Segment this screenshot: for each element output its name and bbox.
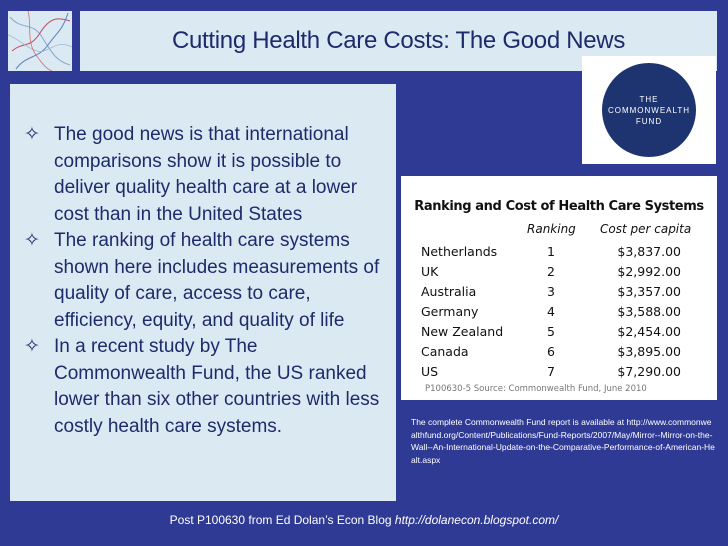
bullet-text: In a recent study by The Commonwealth Fu… (54, 336, 380, 437)
report-note: The complete Commonwealth Fund report is… (411, 417, 715, 465)
bullet-panel: ✧ The good news is that international com… (10, 84, 396, 501)
column-header-ranking: Ranking (527, 222, 576, 236)
footer-text: Post P100630 from Ed Dolan’s Econ Blog (169, 513, 395, 527)
four-point-star-icon: ✧ (24, 336, 40, 357)
cost-cell: $3,837.00 (617, 244, 681, 259)
four-point-star-icon: ✧ (24, 124, 40, 145)
bullet-list: ✧ The good news is that international com… (18, 122, 388, 440)
table-row: US 7 $7,290.00 (401, 364, 717, 384)
bullet-item: ✧ The ranking of health care systems show… (18, 228, 388, 334)
cost-cell: $3,588.00 (617, 304, 681, 319)
rank-cell: 5 (547, 324, 555, 339)
country-cell: New Zealand (421, 324, 504, 339)
footer-link[interactable]: http://dolanecon.blogspot.com/ (394, 513, 559, 527)
cost-cell: $2,454.00 (617, 324, 681, 339)
commonwealth-fund-logo: THE COMMONWEALTH FUND (582, 56, 716, 164)
decorative-lines-icon (8, 11, 72, 71)
rank-cell: 3 (547, 284, 555, 299)
cost-cell: $2,992.00 (617, 264, 681, 279)
cost-cell: $7,290.00 (617, 364, 681, 379)
rank-cell: 1 (547, 244, 555, 259)
slide-title: Cutting Health Care Costs: The Good News (171, 27, 626, 54)
logo-line: FUND (635, 116, 663, 126)
table-row: Australia 3 $3,357.00 (401, 284, 717, 304)
country-cell: Canada (421, 344, 469, 359)
country-cell: US (421, 364, 439, 379)
column-header-cost: Cost per capita (600, 222, 692, 236)
table-row: Canada 6 $3,895.00 (401, 344, 717, 364)
bullet-text: The ranking of health care systems shown… (54, 230, 380, 331)
logo-circle: THE COMMONWEALTH FUND (602, 63, 696, 157)
title-bar: Cutting Health Care Costs: The Good News (80, 11, 717, 71)
bullet-item: ✧ The good news is that international com… (18, 122, 388, 228)
rank-cell: 4 (547, 304, 555, 319)
footer: Post P100630 from Ed Dolan’s Econ Blog h… (0, 513, 728, 527)
ranking-table: Ranking and Cost of Health Care Systems … (401, 176, 717, 400)
cost-cell: $3,895.00 (617, 344, 681, 359)
rank-cell: 7 (547, 364, 555, 379)
country-cell: Germany (421, 304, 479, 319)
country-cell: Netherlands (421, 244, 498, 259)
rank-cell: 6 (547, 344, 555, 359)
table-title: Ranking and Cost of Health Care Systems (414, 199, 704, 214)
bullet-item: ✧ In a recent study by The Commonwealth F… (18, 334, 388, 440)
table-row: Germany 4 $3,588.00 (401, 304, 717, 324)
table-source: P100630-5 Source: Commonwealth Fund, Jun… (425, 384, 647, 394)
table-row: New Zealand 5 $2,454.00 (401, 324, 717, 344)
logo-line: THE (639, 94, 659, 104)
country-cell: Australia (421, 284, 477, 299)
country-cell: UK (421, 264, 439, 279)
bullet-text: The good news is that international comp… (54, 124, 358, 225)
rank-cell: 2 (547, 264, 555, 279)
cost-cell: $3,357.00 (617, 284, 681, 299)
logo-line: COMMONWEALTH (607, 105, 691, 115)
table-row: Netherlands 1 $3,837.00 (401, 244, 717, 264)
table-row: UK 2 $2,992.00 (401, 264, 717, 284)
four-point-star-icon: ✧ (24, 230, 40, 251)
decorative-thumbnail (8, 11, 72, 71)
